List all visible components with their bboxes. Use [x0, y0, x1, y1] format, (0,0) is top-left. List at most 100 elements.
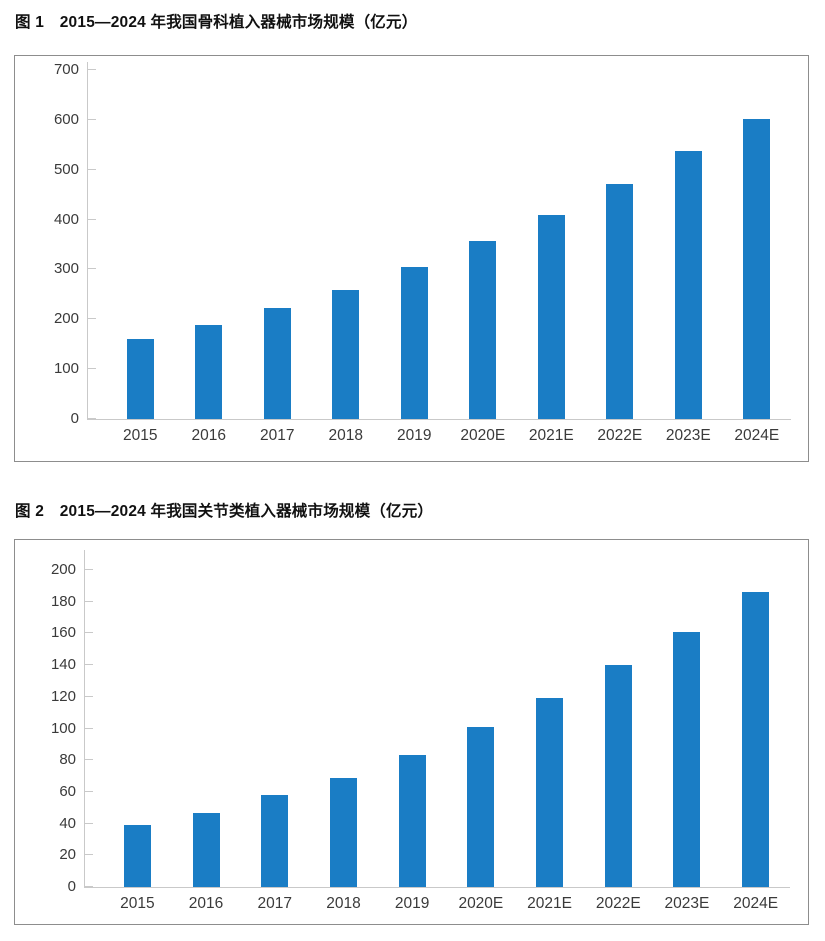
y-tick-label-300: 300 — [53, 260, 79, 278]
bar-2019 — [400, 267, 428, 419]
y-tick-200 — [85, 569, 93, 570]
bar-2018 — [329, 777, 357, 887]
x-tick-label-2019: 2019 — [394, 895, 430, 912]
y-tick-label-100: 100 — [53, 360, 79, 378]
bar-2023E — [674, 150, 702, 419]
y-tick-80 — [85, 759, 93, 761]
x-tick-label-2019: 2019 — [397, 427, 432, 444]
bar-2016 — [195, 324, 223, 419]
bar-2015 — [123, 825, 151, 887]
y-tick-20 — [85, 854, 93, 856]
y-tick-500 — [88, 168, 96, 170]
bar-slot-2015: 2015 — [103, 570, 172, 912]
y-tick-0 — [85, 886, 93, 887]
y-tick-label-100: 100 — [50, 719, 76, 737]
bar-slot-2018: 2018 — [312, 70, 381, 444]
bar-slot-2020E: 2020E — [449, 70, 518, 444]
figure-1-title: 图 1 2015—2024 年我国骨科植入器械市场规模（亿元） — [15, 14, 418, 31]
x-tick-label-2022E: 2022E — [595, 895, 641, 912]
y-tick-label-0: 0 — [70, 410, 79, 427]
y-tick-100 — [85, 727, 93, 729]
y-tick-140 — [85, 664, 93, 666]
bar-2022E — [604, 665, 632, 887]
bar-2022E — [606, 183, 634, 419]
x-tick-label-2023E: 2023E — [665, 427, 711, 444]
bars-region: 2015 2016 2017 2018 2019 2020E 2021E 2022E 2023E… — [85, 570, 790, 912]
x-tick-label-2020E: 2020E — [460, 427, 506, 444]
bar-slot-2020E: 2020E — [447, 570, 516, 912]
bar-slot-2022E: 2022E — [584, 570, 653, 912]
x-tick-label-2021E: 2021E — [528, 427, 574, 444]
y-tick-label-120: 120 — [50, 687, 76, 705]
x-tick-label-2018: 2018 — [326, 895, 361, 912]
bar-slot-2024E: 2024E — [721, 570, 790, 912]
y-tick-label-0: 0 — [67, 878, 76, 895]
bar-slot-2019: 2019 — [378, 570, 447, 912]
x-tick-label-2024E: 2024E — [733, 895, 779, 912]
bar-slot-2017: 2017 — [243, 70, 312, 444]
x-tick-label-2018: 2018 — [328, 427, 363, 444]
bar-2016 — [192, 812, 220, 887]
figure-2-bar-chart: 0 20 40 60 80 100 120 140 160 180 200 2015 2016 2017 2… — [14, 539, 809, 925]
plot-area: 0 20 40 60 80 100 120 140 160 180 200 2015 2016 2017 2… — [51, 550, 790, 912]
bar-2020E — [469, 241, 497, 419]
bar-slot-2023E: 2023E — [653, 570, 722, 912]
y-tick-60 — [85, 790, 93, 792]
bar-2023E — [673, 631, 701, 887]
y-tick-label-160: 160 — [50, 624, 76, 642]
x-tick-label-2024E: 2024E — [734, 427, 780, 444]
x-tick-label-2016: 2016 — [188, 895, 224, 912]
bar-2017 — [261, 795, 289, 887]
x-tick-label-2016: 2016 — [191, 427, 226, 444]
y-tick-600 — [88, 118, 96, 120]
y-tick-400 — [88, 218, 96, 220]
y-tick-40 — [85, 822, 93, 824]
figure-1-bar-chart: 0 100 200 300 400 500 600 700 2015 2016 2017 2018 20… — [14, 55, 809, 462]
bar-2020E — [467, 726, 495, 887]
bar-slot-2016: 2016 — [175, 70, 244, 444]
x-tick-label-2022E: 2022E — [597, 427, 643, 444]
y-tick-100 — [88, 368, 96, 370]
y-tick-label-40: 40 — [59, 814, 76, 832]
x-tick-label-2015: 2015 — [123, 427, 158, 444]
bar-slot-2015: 2015 — [106, 70, 175, 444]
bar-slot-2023E: 2023E — [654, 70, 723, 444]
plot-area: 0 100 200 300 400 500 600 700 2015 2016 2017 2018 20… — [54, 62, 792, 444]
bar-slot-2024E: 2024E — [723, 70, 792, 444]
figure-2-title: 图 2 2015—2024 年我国关节类植入器械市场规模（亿元） — [15, 503, 434, 520]
bar-2015 — [126, 338, 154, 419]
x-tick-label-2020E: 2020E — [458, 895, 504, 912]
y-tick-label-140: 140 — [50, 656, 76, 674]
y-tick-300 — [88, 268, 96, 270]
bar-2018 — [332, 290, 360, 419]
bar-2024E — [742, 592, 770, 887]
y-tick-label-400: 400 — [53, 210, 79, 228]
y-tick-label-600: 600 — [53, 110, 79, 128]
bar-2021E — [537, 214, 565, 419]
x-tick-label-2021E: 2021E — [527, 895, 572, 912]
y-tick-label-60: 60 — [59, 782, 76, 800]
x-tick-label-2023E: 2023E — [664, 895, 710, 912]
x-tick-label-2015: 2015 — [120, 895, 155, 912]
bar-2019 — [398, 755, 426, 887]
document-page: 图 1 2015—2024 年我国骨科植入器械市场规模（亿元） 0 100 200 3… — [14, 12, 811, 925]
y-tick-label-20: 20 — [59, 846, 76, 864]
bar-slot-2018: 2018 — [309, 570, 378, 912]
y-tick-label-180: 180 — [50, 592, 76, 610]
bar-slot-2016: 2016 — [172, 570, 241, 912]
bar-slot-2021E: 2021E — [515, 570, 584, 912]
bar-2017 — [263, 308, 291, 419]
y-tick-label-80: 80 — [59, 751, 76, 769]
y-tick-120 — [85, 695, 93, 697]
x-tick-label-2017: 2017 — [260, 427, 295, 444]
y-tick-label-500: 500 — [53, 160, 79, 178]
y-tick-label-700: 700 — [53, 61, 79, 78]
y-tick-200 — [88, 318, 96, 320]
bar-2021E — [536, 698, 564, 887]
bar-slot-2019: 2019 — [380, 70, 449, 444]
bar-slot-2021E: 2021E — [517, 70, 586, 444]
bar-slot-2017: 2017 — [240, 570, 309, 912]
y-tick-0 — [88, 418, 96, 419]
bar-slot-2022E: 2022E — [586, 70, 655, 444]
y-tick-label-200: 200 — [53, 310, 79, 328]
